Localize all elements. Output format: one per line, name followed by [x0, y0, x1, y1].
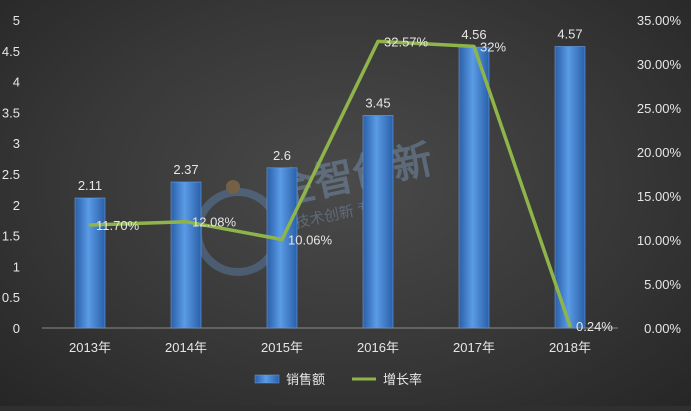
point-growth-rate — [568, 324, 572, 328]
data-label-growth: 11.70% — [96, 218, 140, 233]
legend-label-sales: 销售额 — [286, 372, 325, 387]
y-left-tick-label: 1.5 — [2, 229, 20, 244]
y-left-tick-label: 2.5 — [2, 167, 20, 182]
y-left-tick-label: 4 — [13, 75, 20, 90]
y-left-tick-label: 3 — [13, 136, 20, 151]
legend: 销售额 增长率 — [254, 372, 422, 387]
data-label-sales: 3.45 — [365, 95, 390, 110]
y-left-tick-label: 5 — [13, 13, 20, 28]
x-tick-label: 2015年 — [261, 340, 303, 355]
bar-sales — [362, 115, 394, 329]
y-right-tick-label: 10.00% — [637, 233, 682, 248]
y-right-tick-label: 20.00% — [637, 145, 682, 160]
data-label-sales: 4.57 — [557, 26, 582, 41]
data-label-growth: 32.57% — [384, 34, 429, 49]
bar-sales — [554, 46, 586, 329]
y-left-tick-label: 4.5 — [2, 44, 20, 59]
data-label-growth: 10.06% — [288, 232, 333, 247]
watermark: 金智创新 技术创新 专一 — [194, 137, 436, 276]
bar-sales — [266, 167, 298, 329]
y-right-tick-label: 35.00% — [637, 13, 682, 28]
bar-sales — [170, 181, 202, 329]
legend-label-growth: 增长率 — [383, 372, 422, 387]
y-left-tick-label: 0 — [13, 321, 20, 336]
data-label-sales: 2.11 — [78, 178, 102, 193]
bar-sales — [74, 197, 106, 329]
y-right-tick-label: 5.00% — [644, 277, 681, 292]
growth-line — [88, 39, 572, 328]
point-growth-rate — [376, 39, 380, 43]
data-labels: 2.11 2.37 2.6 3.45 4.56 4.57 11.70% 12.08% 10.06… — [78, 26, 613, 333]
line-growth-rate — [89, 39, 572, 327]
data-label-growth: 32% — [480, 39, 506, 54]
data-label-sales: 2.37 — [173, 162, 198, 177]
x-tick-label: 2016年 — [357, 340, 399, 355]
y-left-tick-label: 0.5 — [2, 290, 20, 305]
x-tick-label: 2013年 — [69, 340, 111, 355]
y-right-tick-label: 15.00% — [637, 189, 682, 204]
point-growth-rate — [184, 220, 188, 224]
point-growth-rate — [472, 44, 476, 48]
bar-sales — [458, 46, 490, 329]
data-label-sales: 2.6 — [273, 148, 291, 163]
axes: 0 0.5 1 1.5 2 2.5 3 3.5 4 4.5 5 0.00% 5.00% 10.00% 15.… — [2, 13, 682, 355]
x-tick-label: 2014年 — [165, 340, 207, 355]
data-label-sales: 4.56 — [461, 27, 486, 42]
watermark-logo-dot — [226, 180, 240, 194]
y-left-tick-label: 1 — [13, 259, 20, 274]
bars — [74, 46, 586, 329]
y-right-tick-label: 0.00% — [644, 321, 681, 336]
legend-swatch-sales — [254, 374, 280, 384]
y-left-tick-label: 3.5 — [2, 105, 20, 120]
y-right-tick-label: 30.00% — [637, 57, 682, 72]
x-tick-label: 2017年 — [453, 340, 495, 355]
x-tick-label: 2018年 — [549, 340, 591, 355]
data-label-growth: 12.08% — [192, 215, 237, 230]
data-label-growth: 0.24% — [576, 319, 613, 334]
point-growth-rate — [280, 237, 284, 241]
y-left-tick-label: 2 — [13, 198, 20, 213]
y-right-tick-label: 25.00% — [637, 101, 682, 116]
point-growth-rate — [88, 223, 92, 227]
